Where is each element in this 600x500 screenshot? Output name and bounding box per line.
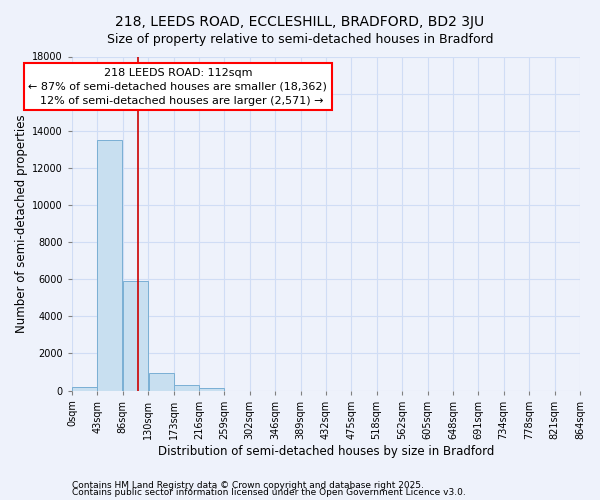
Bar (122, 281, 148, 390)
Text: Contains public sector information licensed under the Open Government Licence v3: Contains public sector information licen… (72, 488, 466, 497)
Bar (149, 373, 173, 390)
Bar (97, 140, 122, 390)
Text: 218, LEEDS ROAD, ECCLESHILL, BRADFORD, BD2 3JU: 218, LEEDS ROAD, ECCLESHILL, BRADFORD, B… (115, 15, 485, 29)
Y-axis label: Number of semi-detached properties: Number of semi-detached properties (15, 114, 28, 333)
Text: Size of property relative to semi-detached houses in Bradford: Size of property relative to semi-detach… (107, 32, 493, 46)
Bar (199, 388, 224, 390)
X-axis label: Distribution of semi-detached houses by size in Bradford: Distribution of semi-detached houses by … (158, 444, 494, 458)
Text: Contains HM Land Registry data © Crown copyright and database right 2025.: Contains HM Land Registry data © Crown c… (72, 480, 424, 490)
Bar (174, 384, 199, 390)
Text: 218 LEEDS ROAD: 112sqm
← 87% of semi-detached houses are smaller (18,362)
  12% : 218 LEEDS ROAD: 112sqm ← 87% of semi-det… (28, 68, 327, 106)
Bar (72, 387, 97, 390)
